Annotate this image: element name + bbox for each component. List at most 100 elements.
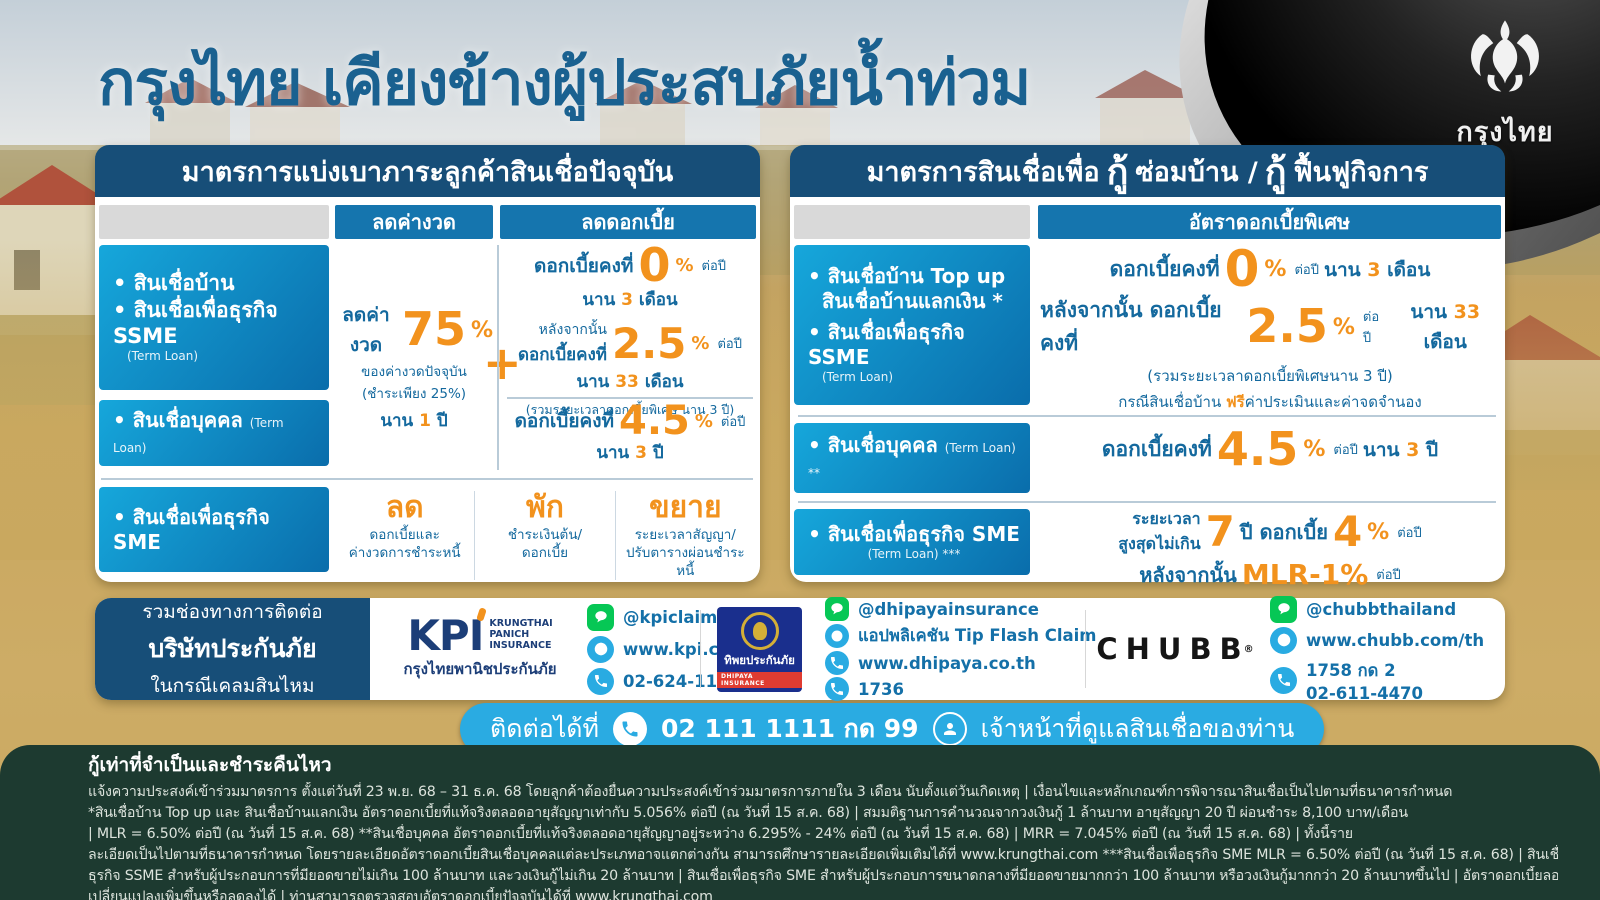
r3-product: สินเชื่อเพื่อธุรกิจ SME bbox=[827, 521, 1020, 546]
int1-dur-pre: นาน bbox=[582, 290, 616, 311]
line-icon bbox=[1270, 595, 1297, 623]
kpi-thai-name: กรุงไทยพานิชประกันภัย bbox=[403, 660, 557, 679]
reduce-dur-num: 1 bbox=[419, 411, 431, 431]
action-pause-desc2: ดอกเบี้ย bbox=[521, 544, 569, 561]
r2-dur-pre: นาน bbox=[1362, 438, 1400, 461]
dhipaya-thai-name: ทิพยประกันภัย bbox=[724, 652, 795, 667]
int1-label: ดอกเบี้ยคงที่ bbox=[533, 254, 634, 277]
r1-int2-peryear: ต่อปี bbox=[1362, 310, 1380, 346]
int2-dur-pre: นาน bbox=[576, 372, 610, 393]
reduce-dur-post: ปี bbox=[436, 411, 448, 431]
dhipaya-website: www.dhipaya.co.th bbox=[858, 653, 1036, 673]
int2-unit: % bbox=[691, 333, 710, 355]
plus-sign: + bbox=[483, 336, 522, 390]
interest-reduction-block: ดอกเบี้ยคงที่ 0 % ต่อปี นาน 3 เดือน หลัง… bbox=[507, 242, 753, 420]
product-home-ssme: • สินเชื่อบ้าน • สินเชื่อเพื่อธุรกิจ SSME… bbox=[99, 245, 329, 390]
int2-dur-num: 33 bbox=[615, 372, 639, 393]
personal-loan-note: (Term Loan) bbox=[113, 416, 284, 455]
right-row-divider-1 bbox=[798, 415, 1496, 417]
column-reduce-installment: ลดค่างวด bbox=[335, 205, 493, 239]
int2-label1: หลังจากนั้น bbox=[538, 322, 607, 339]
dhipaya-app-row: แอปพลิเคชัน Tip Flash Claim bbox=[825, 623, 1097, 649]
insurance-contact-card: รวมช่องทางการติดต่อ บริษัทประกันภัย ในกร… bbox=[95, 595, 1505, 703]
dhipaya-app: แอปพลิเคชัน Tip Flash Claim bbox=[858, 626, 1097, 645]
r3-line2-peryear: ต่อปี bbox=[1376, 568, 1401, 583]
dhipaya-contacts: @dhipayainsurance แอปพลิเคชัน Tip Flash … bbox=[825, 597, 1097, 701]
action-reduce-desc2: ค่างวดการชำระหนี้ bbox=[348, 544, 461, 561]
r2-dur-post: ปี bbox=[1426, 438, 1439, 461]
right-corner-cell bbox=[794, 205, 1030, 239]
r1-int1-value: 0 bbox=[1224, 240, 1260, 298]
int2-value: 2.5 bbox=[612, 318, 687, 368]
action-reduce-title: ลด bbox=[385, 490, 424, 525]
product-topup-ssme: • สินเชื่อบ้าน Top up สินเชื่อบ้านแลกเงิ… bbox=[794, 245, 1030, 405]
action-extend-title: ขยาย bbox=[649, 490, 722, 525]
product-sme-right: • สินเชื่อเพื่อธุรกิจ SME (Term Loan) **… bbox=[794, 509, 1030, 575]
person-icon bbox=[932, 712, 967, 746]
kpi-wordmark: KPI bbox=[407, 606, 488, 656]
int-note: (รวมระยะเวลาดอกเบี้ยพิเศษ นาน 3 ปี) bbox=[525, 402, 735, 418]
row2-dur-num: 3 bbox=[635, 443, 647, 463]
action-reduce: ลด ดอกเบี้ยและ ค่างวดการชำระหนี้ bbox=[335, 490, 474, 580]
kpi-line-id: @kpiclaim bbox=[623, 607, 718, 627]
globe-icon bbox=[587, 635, 614, 663]
r3-pre2: สูงสุดไม่เกิน bbox=[1118, 534, 1201, 553]
r1-int2-dur-post: เดือน bbox=[1423, 331, 1467, 353]
column-divider bbox=[497, 245, 499, 470]
chubb-website: www.chubb.com/th bbox=[1306, 630, 1485, 650]
right-header-end: ฟื้นฟูกิจการ bbox=[1293, 156, 1429, 188]
globe-icon bbox=[1270, 626, 1297, 654]
r1-int1-label: ดอกเบี้ยคงที่ bbox=[1109, 257, 1220, 281]
action-pause-title: พัก bbox=[526, 490, 564, 525]
row2-int-peryear: ต่อปี bbox=[720, 414, 746, 430]
chubb-phone2: 02-611-4470 bbox=[1306, 683, 1424, 703]
product-sme-loan: • สินเชื่อเพื่อธุรกิจ SME bbox=[99, 487, 329, 572]
r2-int-peryear: ต่อปี bbox=[1333, 443, 1358, 459]
new-loan-measures-panel: มาตรการสินเชื่อเพื่อ กู้ ซ่อมบ้าน / กู้ … bbox=[790, 145, 1505, 591]
chubb-line-id: @chubbthailand bbox=[1306, 599, 1457, 619]
chubb-wordmark: CHUBB bbox=[1096, 632, 1250, 666]
row-divider bbox=[101, 478, 753, 480]
r3-rate: 4 bbox=[1332, 507, 1363, 557]
reduce-unit: % bbox=[470, 317, 493, 343]
r1-int2-dur-num: 33 bbox=[1453, 301, 1481, 323]
current-loan-measures-panel: มาตรการแบ่งเบาภาระลูกค้าสินเชื่อปัจจุบัน… bbox=[95, 145, 760, 582]
r3-pre1: ระยะเวลา bbox=[1132, 509, 1201, 528]
r2-int-label: ดอกเบี้ยคงที่ bbox=[1101, 437, 1212, 462]
product-home-label: • สินเชื่อบ้าน bbox=[113, 271, 235, 296]
r1-int2-dur-pre: นาน bbox=[1410, 301, 1447, 323]
footer-band bbox=[0, 745, 1600, 900]
reduce-line2: ของค่างวดปัจจุบัน bbox=[361, 364, 467, 380]
chubb-line-row: @chubbthailand bbox=[1270, 595, 1484, 623]
fine-print-line-1: แจ้งความประสงค์เข้าร่วมมาตรการ ตั้งแต่วั… bbox=[88, 784, 1453, 800]
krungthai-logo: กรุงไทย bbox=[1440, 16, 1570, 153]
product-personal-loan: • สินเชื่อบุคคล (Term Loan) bbox=[99, 400, 329, 466]
right-row-divider-2 bbox=[798, 501, 1496, 503]
fine-print-line-3: | MLR = 6.50% ต่อปี (ณ วันที่ 15 ส.ค. 68… bbox=[88, 826, 1353, 842]
r3-product-note: (Term Loan) *** bbox=[867, 546, 961, 561]
kpi-sub-lines: KRUNGTHAI PANICH INSURANCE bbox=[489, 618, 552, 652]
right-col-divider bbox=[507, 397, 753, 399]
action-extend-desc2: ปรับตารางผ่อนชำระหนี้ bbox=[625, 544, 745, 579]
dhipaya-emblem-icon bbox=[740, 611, 779, 650]
app-icon bbox=[825, 624, 849, 648]
kpi-phone: 02-624-1111 bbox=[623, 671, 741, 691]
r1-int1-unit: % bbox=[1264, 257, 1287, 282]
r1-int2-unit: % bbox=[1332, 314, 1355, 340]
reduce-label: ลดค่างวด bbox=[342, 304, 390, 356]
topup-label: สินเชื่อบ้าน Top up bbox=[827, 264, 1006, 289]
dhipaya-phone: 1736 bbox=[858, 679, 904, 699]
int2-label2: ดอกเบี้ยคงที่ bbox=[518, 345, 607, 366]
contact-intro-line1: รวมช่องทางการติดต่อ bbox=[142, 601, 323, 623]
sme-actions: ลด ดอกเบี้ยและ ค่างวดการชำระหนี้ พัก ชำร… bbox=[335, 490, 755, 581]
dhipaya-line-id: @dhipayainsurance bbox=[858, 599, 1040, 619]
fine-print-headline: กู้เท่าที่จำเป็นและชำระคืนไหว bbox=[88, 754, 332, 776]
action-pause: พัก ชำระเงินต้น/ ดอกเบี้ย bbox=[474, 490, 614, 581]
fine-print-line-5: ธุรกิจ SSME สำหรับผู้ประกอบการที่มียอดขา… bbox=[88, 868, 1558, 884]
r3-mlr: MLR-1% bbox=[1241, 558, 1369, 591]
row2-int-label: ดอกเบี้ยคงที่ bbox=[514, 410, 615, 432]
right-panel-header: มาตรการสินเชื่อเพื่อ กู้ ซ่อมบ้าน / กู้ … bbox=[790, 145, 1505, 197]
kpi-logo: KPI KRUNGTHAI PANICH INSURANCE กรุงไทยพา… bbox=[385, 598, 575, 700]
home-exchange-label: สินเชื่อบ้านแลกเงิน * bbox=[822, 289, 1003, 314]
